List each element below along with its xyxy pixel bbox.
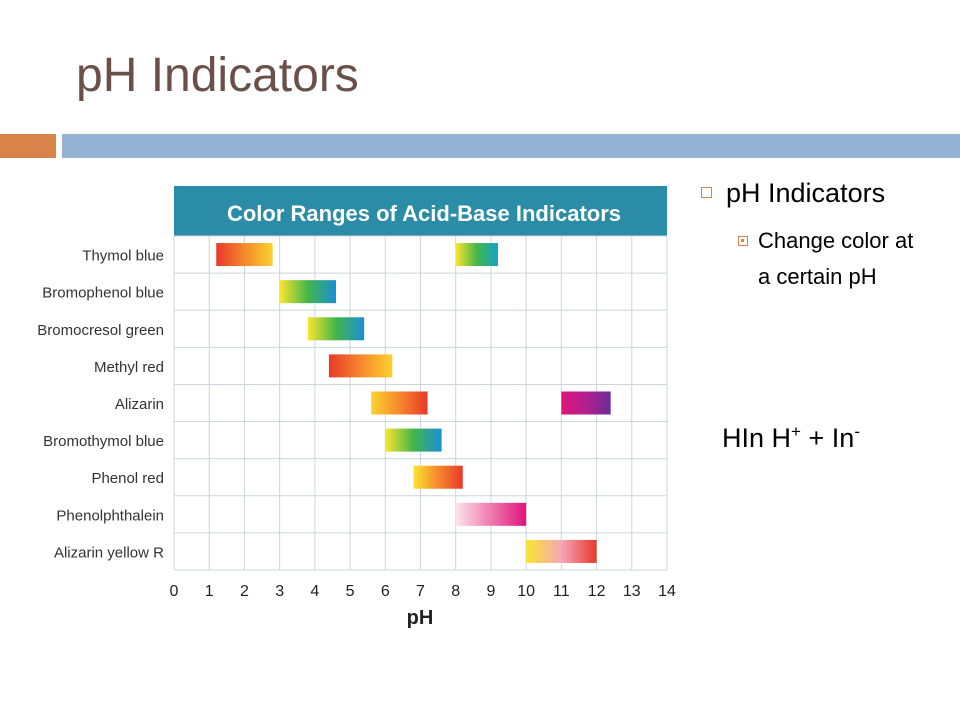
- bullet-text: pH Indicators: [726, 178, 886, 208]
- equation-h-charge: +: [791, 422, 801, 441]
- indicator-label: Alizarin yellow R: [54, 544, 164, 561]
- x-axis-label: pH: [407, 607, 434, 629]
- x-tick-label: 4: [310, 583, 319, 600]
- equation-hin: HIn: [722, 423, 765, 453]
- equilibrium-equation: HIn H+ + In-: [722, 422, 860, 454]
- x-tick-label: 6: [381, 583, 390, 600]
- x-tick-label: 8: [451, 583, 460, 600]
- x-tick-label: 11: [553, 583, 570, 600]
- title-rule-bar: [62, 134, 960, 158]
- range-bar: [279, 280, 336, 304]
- slide-title: pH Indicators: [76, 49, 359, 102]
- equation-h: H: [771, 423, 792, 453]
- range-bar: [216, 243, 273, 267]
- x-tick-label: 12: [588, 583, 606, 600]
- indicator-label: Methyl red: [94, 359, 164, 376]
- range-bar: [455, 243, 498, 267]
- x-tick-label: 9: [486, 583, 495, 600]
- range-bar: [371, 391, 428, 415]
- x-tick-label: 2: [240, 583, 249, 600]
- equation-plus: +: [808, 423, 825, 453]
- range-bar: [413, 465, 463, 489]
- x-tick-label: 5: [346, 583, 355, 600]
- equation-in-charge: -: [854, 422, 860, 441]
- range-bar: [307, 317, 365, 341]
- range-bar: [328, 354, 393, 378]
- dotted-square-icon: [738, 236, 748, 246]
- indicator-label: Bromothymol blue: [43, 433, 164, 450]
- sub-bullet-item: Change color at a certain pH: [738, 223, 928, 295]
- range-bar: [455, 502, 527, 526]
- indicator-label: Bromophenol blue: [42, 285, 164, 302]
- range-bar: [526, 539, 597, 563]
- x-tick-label: 10: [517, 583, 535, 600]
- x-tick-label: 13: [623, 583, 641, 600]
- indicator-label: Phenol red: [91, 470, 164, 487]
- x-tick-label: 1: [205, 583, 214, 600]
- x-tick-label: 14: [658, 583, 676, 600]
- bullet-item: pH Indicators: [700, 178, 950, 209]
- chart-header-band: [174, 186, 667, 236]
- indicator-label: Bromocresol green: [37, 322, 164, 339]
- x-tick-labels: 0 1 2 3 4 5 6 7 8 9 10 11 12 13 14: [170, 583, 676, 600]
- chart-title: Color Ranges of Acid-Base Indicators: [227, 201, 621, 226]
- range-bar: [561, 391, 611, 415]
- indicator-labels: Thymol blue Bromophenol blue Bromocresol g…: [37, 248, 164, 562]
- chart-bars: [216, 243, 611, 563]
- title-rule-accent: [0, 134, 56, 158]
- indicator-label: Alizarin: [115, 396, 164, 413]
- hollow-square-icon: [701, 187, 712, 198]
- range-bar: [385, 428, 442, 452]
- indicator-label: Phenolphthalein: [56, 507, 164, 524]
- indicator-label: Thymol blue: [82, 248, 164, 265]
- x-tick-label: 0: [170, 583, 179, 600]
- x-tick-label: 3: [275, 583, 284, 600]
- equation-in: In: [831, 423, 855, 453]
- x-tick-label: 7: [416, 583, 425, 600]
- sub-bullet-text: Change color at a certain pH: [758, 228, 914, 289]
- bullet-list: pH Indicators Change color at a certain …: [700, 178, 950, 295]
